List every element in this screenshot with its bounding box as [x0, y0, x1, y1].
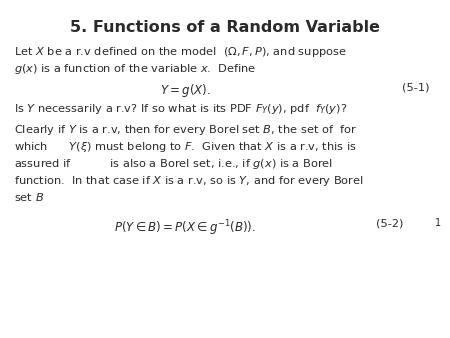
Text: assured if           is also a Borel set, i.e., if $g(x)$ is a Borel: assured if is also a Borel set, i.e., if… — [14, 157, 333, 171]
Text: $Y = g(X).$: $Y = g(X).$ — [160, 82, 211, 99]
Text: Let $X$ be a r.v defined on the model  $(\Omega, F, P)$, and suppose: Let $X$ be a r.v defined on the model $(… — [14, 45, 347, 59]
Text: which      $Y(\xi)$ must belong to $F$.  Given that $X$ is a r.v, this is: which $Y(\xi)$ must belong to $F$. Given… — [14, 140, 357, 154]
Text: $P(Y \in B) = P(X \in g^{-1}(B)).$: $P(Y \in B) = P(X \in g^{-1}(B)).$ — [114, 218, 256, 238]
Text: Clearly if $Y$ is a r.v, then for every Borel set $B$, the set of  for: Clearly if $Y$ is a r.v, then for every … — [14, 123, 357, 137]
Text: $g(x)$ is a function of the variable $x$.  Define: $g(x)$ is a function of the variable $x$… — [14, 62, 256, 76]
Text: function.  In that case if $X$ is a r.v, so is $Y$, and for every Borel: function. In that case if $X$ is a r.v, … — [14, 174, 364, 188]
Text: Is $Y$ necessarily a r.v? If so what is its PDF $F_Y(y)$, pdf  $f_Y(y)$?: Is $Y$ necessarily a r.v? If so what is … — [14, 102, 347, 116]
Text: set $B$: set $B$ — [14, 191, 44, 203]
Text: (5-2): (5-2) — [376, 218, 404, 228]
Text: (5-1): (5-1) — [402, 82, 430, 92]
Text: 1: 1 — [435, 218, 441, 228]
Text: 5. Functions of a Random Variable: 5. Functions of a Random Variable — [70, 20, 380, 35]
